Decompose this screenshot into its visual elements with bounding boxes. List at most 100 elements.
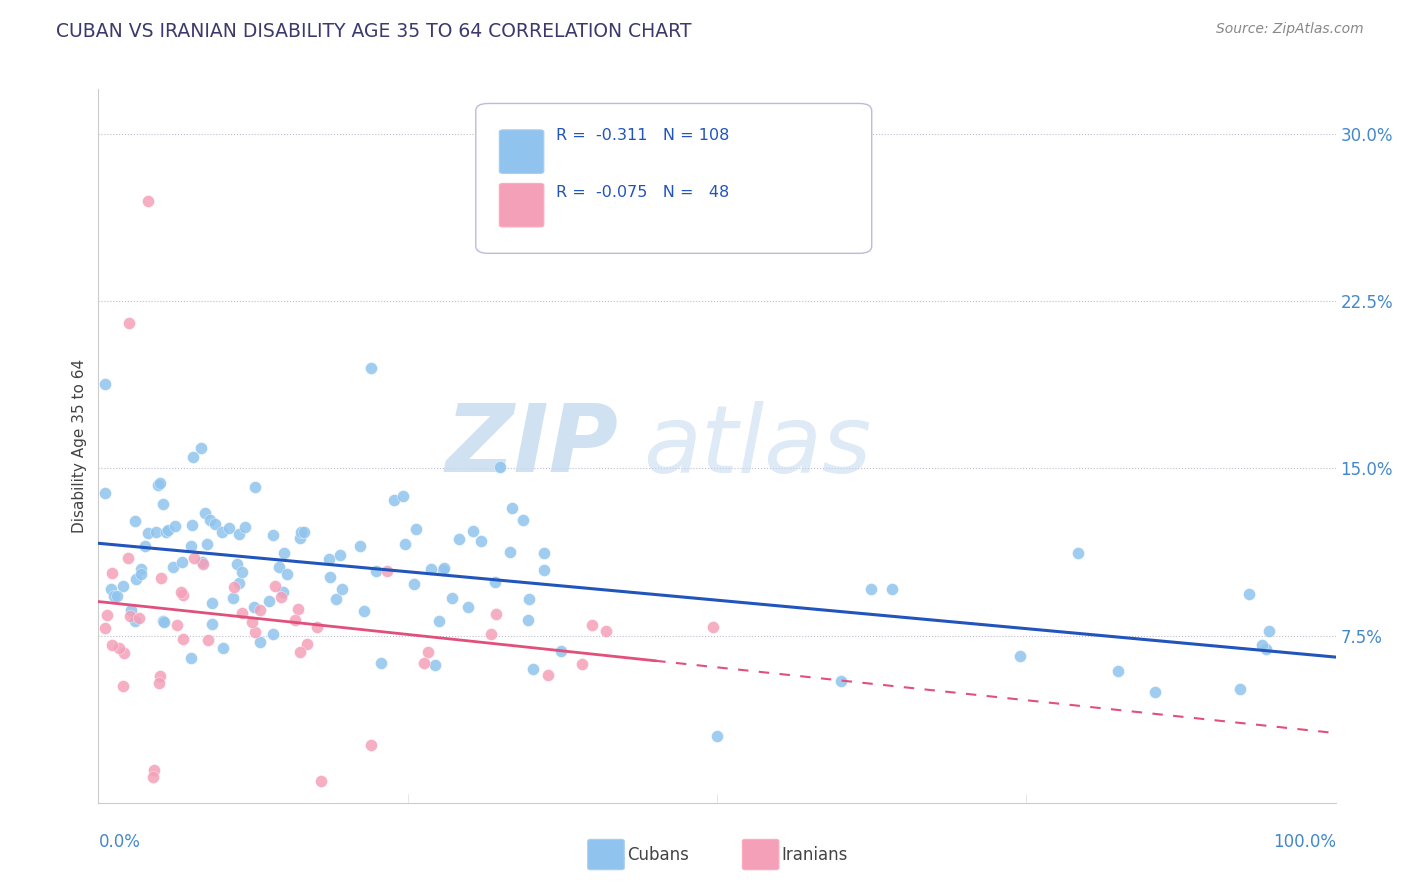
Point xyxy=(112,646,135,660)
Point xyxy=(201,617,224,632)
Point xyxy=(226,557,249,571)
Point xyxy=(117,550,139,565)
Point xyxy=(243,599,266,614)
Point xyxy=(181,450,204,465)
Point xyxy=(152,497,174,511)
Point xyxy=(162,559,184,574)
Point xyxy=(330,582,353,597)
Point xyxy=(136,194,159,208)
Point xyxy=(93,622,115,636)
Point xyxy=(498,545,520,559)
Point xyxy=(1254,642,1277,657)
Point xyxy=(271,584,294,599)
Text: R =  -0.311   N = 108: R = -0.311 N = 108 xyxy=(557,128,730,143)
Point xyxy=(180,517,202,532)
Point xyxy=(128,611,150,625)
Text: ZIP: ZIP xyxy=(446,400,619,492)
Point xyxy=(550,644,572,658)
Point xyxy=(148,675,170,690)
Point xyxy=(270,590,292,604)
Point xyxy=(479,627,502,641)
Point xyxy=(360,360,382,375)
Point xyxy=(152,614,174,628)
Point xyxy=(276,566,298,581)
Point xyxy=(172,588,194,602)
Point xyxy=(405,522,427,536)
Point xyxy=(155,524,177,539)
Point xyxy=(329,548,352,562)
Point xyxy=(149,475,172,490)
Point xyxy=(319,570,342,584)
Point xyxy=(457,599,479,614)
Point xyxy=(325,591,347,606)
Point xyxy=(120,603,142,617)
Point xyxy=(512,513,534,527)
Point xyxy=(103,589,125,603)
Point xyxy=(1143,685,1166,699)
Point xyxy=(124,514,146,528)
Point xyxy=(212,640,235,655)
Point xyxy=(183,550,205,565)
Point xyxy=(420,561,443,575)
Point xyxy=(145,524,167,539)
Point xyxy=(93,486,115,500)
Point xyxy=(231,565,253,579)
Point xyxy=(318,551,340,566)
Point xyxy=(112,679,135,693)
Point xyxy=(163,519,186,533)
Point xyxy=(204,517,226,532)
Point xyxy=(882,582,904,596)
Point xyxy=(402,577,425,591)
Point xyxy=(96,607,118,622)
Point xyxy=(231,606,253,620)
Point xyxy=(375,565,398,579)
Point xyxy=(100,582,122,596)
Point xyxy=(170,585,193,599)
Point xyxy=(101,566,124,581)
Point xyxy=(200,596,222,610)
Point xyxy=(257,594,280,608)
Point xyxy=(118,609,141,624)
Point xyxy=(449,532,471,546)
Point xyxy=(295,637,318,651)
Point xyxy=(284,613,307,627)
Point xyxy=(382,492,405,507)
Point xyxy=(228,526,250,541)
Point xyxy=(105,589,128,603)
Point xyxy=(412,657,434,671)
Point xyxy=(307,620,329,634)
Point xyxy=(432,563,454,577)
Point xyxy=(288,645,311,659)
Point xyxy=(263,579,285,593)
FancyBboxPatch shape xyxy=(475,103,872,253)
Point xyxy=(240,615,263,630)
Text: Cubans: Cubans xyxy=(627,846,689,863)
Point xyxy=(1251,638,1274,652)
Point xyxy=(501,500,523,515)
Point xyxy=(830,674,852,689)
Point xyxy=(859,582,882,597)
Point xyxy=(129,566,152,581)
Point xyxy=(245,480,267,494)
Text: atlas: atlas xyxy=(643,401,872,491)
Point xyxy=(484,574,506,589)
Point xyxy=(93,377,115,392)
Point xyxy=(287,602,309,616)
Point xyxy=(517,613,540,627)
Point xyxy=(267,559,290,574)
Point xyxy=(136,526,159,541)
Point xyxy=(441,591,464,606)
Point xyxy=(394,537,416,551)
Point xyxy=(1008,648,1031,663)
Text: Source: ZipAtlas.com: Source: ZipAtlas.com xyxy=(1216,22,1364,37)
Point xyxy=(249,603,271,617)
Point xyxy=(1107,664,1129,678)
Point xyxy=(309,773,332,788)
Point xyxy=(129,562,152,576)
Point xyxy=(235,519,257,533)
Point xyxy=(360,738,382,752)
Text: R =  -0.075   N =   48: R = -0.075 N = 48 xyxy=(557,186,730,200)
Point xyxy=(157,523,180,537)
Point xyxy=(191,557,214,571)
Point xyxy=(488,459,510,474)
